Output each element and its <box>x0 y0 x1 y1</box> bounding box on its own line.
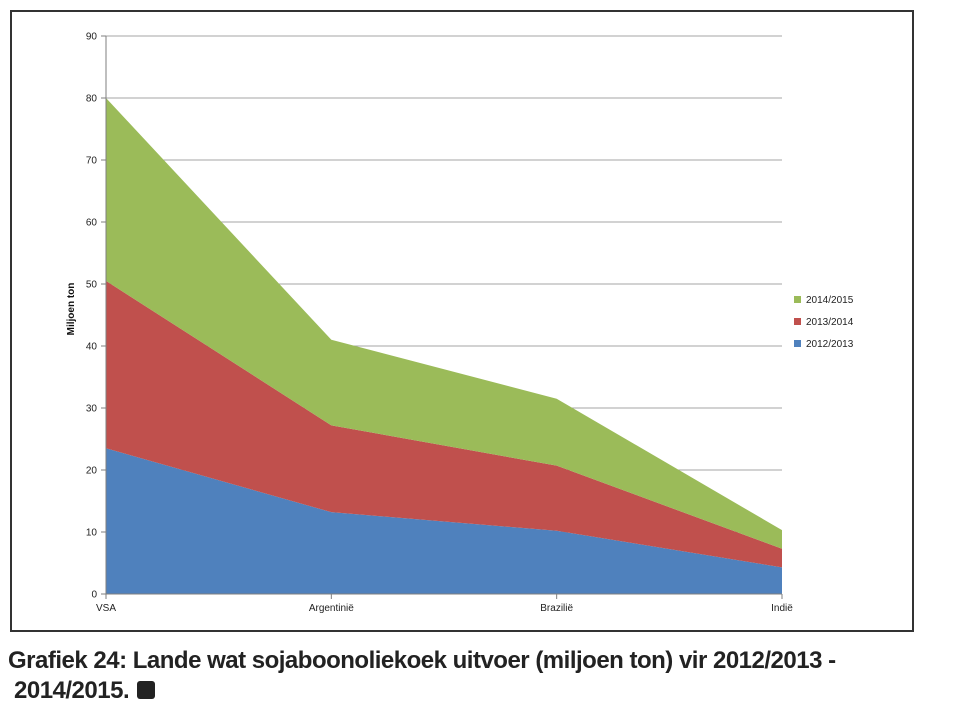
y-axis-title: Miljoen ton <box>66 283 77 336</box>
y-tick-label: 10 <box>86 528 98 539</box>
y-tick-label: 50 <box>86 280 98 291</box>
caption-line-2: 2014/2015. <box>14 677 130 704</box>
y-tick-label: 60 <box>86 218 98 229</box>
legend-label: 2013/2014 <box>806 317 854 328</box>
legend-swatch <box>794 296 801 303</box>
y-tick-label: 20 <box>86 466 98 477</box>
area-series-2012-2013 <box>106 448 782 594</box>
legend-swatch <box>794 340 801 347</box>
figure-caption: Grafiek 24: Lande wat sojaboonoliekoek u… <box>8 646 948 706</box>
legend-label: 2012/2013 <box>806 339 854 350</box>
end-marker-icon <box>137 681 156 699</box>
caption-line-1: Grafiek 24: Lande wat sojaboonoliekoek u… <box>8 647 836 674</box>
x-tick-label: Indië <box>771 603 793 614</box>
area-chart: 0 10 20 30 40 50 60 70 80 90 VSA Argentinië Brazilië… <box>66 32 854 615</box>
x-tick-label: Argentinië <box>309 603 354 614</box>
y-tick-label: 80 <box>86 94 98 105</box>
x-tick-label: VSA <box>96 603 116 614</box>
y-tick-label: 40 <box>86 342 98 353</box>
area-series-2013-2014 <box>106 280 782 568</box>
legend-swatch <box>794 318 801 325</box>
legend-label: 2014/2015 <box>806 295 854 306</box>
y-tick-label: 90 <box>86 32 98 43</box>
y-tick-label: 30 <box>86 404 98 415</box>
area-series-2014-2015 <box>106 98 782 549</box>
y-tick-label: 70 <box>86 156 98 167</box>
chart-frame: 0 10 20 30 40 50 60 70 80 90 VSA Argentinië Brazilië… <box>10 10 914 632</box>
x-tick-label: Brazilië <box>540 603 573 614</box>
y-tick-label: 0 <box>91 590 97 601</box>
